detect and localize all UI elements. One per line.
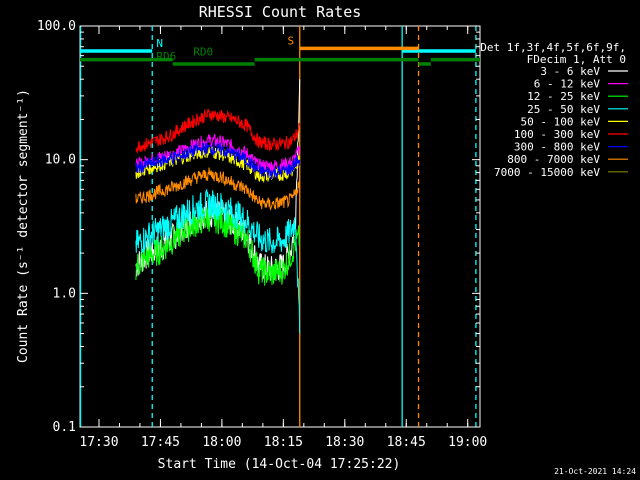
x-tick-label: 18:30 xyxy=(325,435,364,450)
legend-label: 7000 - 15000 keV xyxy=(494,166,600,179)
legend-label: 100 - 300 keV xyxy=(514,128,600,141)
x-axis-label: Start Time (14-Oct-04 17:25:22) xyxy=(158,457,401,472)
legend: Det 1f,3f,4f,5f,6f,9f, FDecim 1, Att 0 3… xyxy=(480,41,628,179)
legend-header-line-2: FDecim 1, Att 0 xyxy=(527,53,626,66)
x-tick-label: 18:45 xyxy=(387,435,426,450)
series-line xyxy=(135,188,301,334)
legend-label: 25 - 50 keV xyxy=(527,103,600,116)
legend-label: 3 - 6 keV xyxy=(540,65,600,78)
x-tick-label: 18:00 xyxy=(202,435,241,450)
legend-label: 12 - 25 keV xyxy=(527,90,600,103)
plot-frame xyxy=(79,25,481,428)
series-line xyxy=(135,141,301,180)
annotation-label-rd6: RD6 xyxy=(156,50,176,63)
legend-label: 50 - 100 keV xyxy=(521,115,601,128)
y-tick-label: 1.0 xyxy=(53,286,76,301)
legend-header-line-1: Det 1f,3f,4f,5f,6f,9f, xyxy=(480,41,626,54)
plot-border xyxy=(79,25,481,428)
annotation-label-s: S xyxy=(287,34,294,47)
x-tick-label: 18:15 xyxy=(264,435,303,450)
y-axis-label: Count Rate (s⁻¹ detector segment⁻¹) xyxy=(16,89,31,363)
axis-layer: 0.1 1.0 10.0 100.0 17:30 17:45 18:00 18:15 18:30… xyxy=(37,19,487,450)
y-tick-label: 0.1 xyxy=(53,420,76,435)
legend-label: 800 - 7000 keV xyxy=(507,153,600,166)
annotation-label-n: N xyxy=(156,37,163,50)
annotation-label-rd0: RD0 xyxy=(193,46,213,59)
series-layer xyxy=(135,79,301,334)
legend-label: 6 - 12 keV xyxy=(534,78,601,91)
series-line xyxy=(135,167,301,211)
x-tick-label: 17:45 xyxy=(141,435,180,450)
chart-title: RHESSI Count Rates xyxy=(199,3,362,21)
y-tick-label: 10.0 xyxy=(45,153,76,168)
x-tick-label: 17:30 xyxy=(79,435,118,450)
x-tick-label: 19:00 xyxy=(448,435,487,450)
annotation-layer: N S RD0 RD6 xyxy=(79,26,480,427)
series-line xyxy=(135,108,301,154)
footer-timestamp: 21-Oct-2021 14:24 xyxy=(554,467,636,476)
y-tick-label: 100.0 xyxy=(37,19,76,34)
legend-label: 300 - 800 keV xyxy=(514,141,600,154)
